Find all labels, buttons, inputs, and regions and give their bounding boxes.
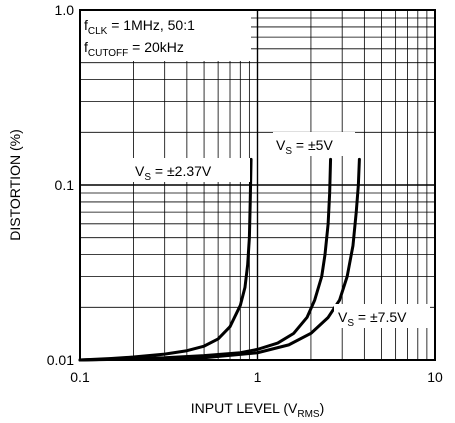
series-label-2-37v: VS = ±2.37V xyxy=(135,163,212,183)
lbl2-rest: = ±7.5V xyxy=(354,309,407,325)
lbl1-rest: = ±5V xyxy=(292,137,333,153)
x-tick-label: 10 xyxy=(427,369,443,385)
series-label-bg-7-5v xyxy=(334,304,430,328)
lbl0-main: V xyxy=(135,163,145,179)
lbl1-sub: S xyxy=(285,146,292,157)
ann1-rest: = 1MHz, 50:1 xyxy=(107,17,195,33)
ann1-sub: CLK xyxy=(88,26,108,37)
lbl0-rest: = ±2.37V xyxy=(151,163,212,179)
lbl2-sub: S xyxy=(347,318,354,329)
series-label-bg-5v xyxy=(273,132,355,156)
series-label-5v: VS = ±5V xyxy=(276,137,333,157)
x-title-sub: RMS xyxy=(297,409,320,420)
y-tick-label: 1.0 xyxy=(55,2,75,18)
y-axis-title: DISTORTION (%) xyxy=(7,129,23,241)
major-grid xyxy=(80,10,435,360)
series-line-2 xyxy=(78,157,361,362)
y-tick-labels: 0.01 0.1 1.0 xyxy=(47,2,74,368)
series-lines xyxy=(78,157,361,362)
lbl1-main: V xyxy=(276,137,286,153)
ann2-main: f xyxy=(84,39,88,55)
annotation-clock: fCLK = 1MHz, 50:1 xyxy=(84,17,195,37)
series-line-1 xyxy=(78,157,333,362)
lbl0-sub: S xyxy=(144,172,151,183)
x-tick-label: 1 xyxy=(254,369,262,385)
y-tick-label: 0.1 xyxy=(55,177,75,193)
x-tick-label: 0.1 xyxy=(70,369,90,385)
x-axis-title: INPUT LEVEL (VRMS) xyxy=(191,400,325,420)
series-label-bg-2-37v xyxy=(132,158,250,182)
annotation-background xyxy=(81,11,251,61)
plot-frame xyxy=(79,9,436,361)
series-line-0 xyxy=(78,157,253,362)
series-labels: VS = ±2.37V VS = ±5V VS = ±7.5V xyxy=(132,132,430,329)
annotation-cutoff: fCUTOFF = 20kHz xyxy=(84,39,184,59)
y-tick-label: 0.01 xyxy=(47,352,74,368)
lbl2-main: V xyxy=(338,309,348,325)
annotation-box: fCLK = 1MHz, 50:1 fCUTOFF = 20kHz xyxy=(81,11,251,61)
ann1-main: f xyxy=(84,17,88,33)
ann2-sub: CUTOFF xyxy=(88,48,128,59)
x-title-main: INPUT LEVEL (V xyxy=(191,400,298,416)
x-tick-labels: 0.1 1 10 xyxy=(70,369,443,385)
x-title-end: ) xyxy=(320,400,325,416)
ann2-rest: = 20kHz xyxy=(128,39,184,55)
series-label-7-5v: VS = ±7.5V xyxy=(338,309,407,329)
